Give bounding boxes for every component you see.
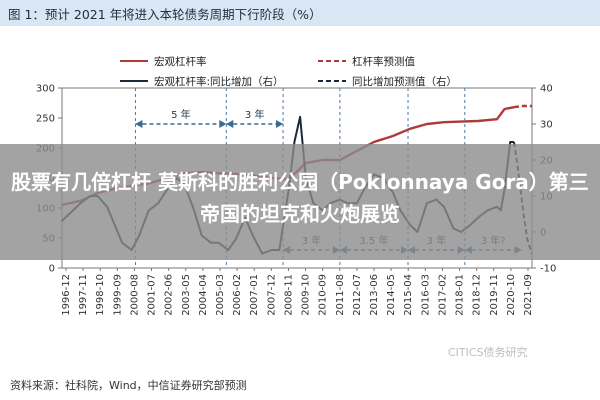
x-tick-label: 2006-02 — [232, 274, 243, 316]
caption-overlay: 股票有几倍杠杆 莫斯科的胜利公园（Poklonnaya Gora）第三帝国的坦克… — [0, 144, 600, 260]
watermark: CITICS债务研究 — [448, 346, 528, 359]
x-tick-label: 2003-05 — [181, 274, 192, 316]
x-tick-label: 2007-12 — [266, 274, 277, 316]
y-left-tick-label: 0 — [49, 264, 55, 275]
y-right-tick-label: 40 — [540, 84, 553, 95]
overlay-caption: 股票有几倍杠杆 莫斯科的胜利公园（Poklonnaya Gora）第三帝国的坦克… — [11, 170, 589, 226]
legend-label-1: 杠杆率预测值 — [352, 55, 415, 68]
cycle-label: 5 年 — [171, 108, 191, 121]
x-tick-label: 2020-10 — [506, 274, 517, 316]
x-tick-label: 2001-07 — [147, 274, 158, 316]
x-tick-label: 2004-04 — [198, 274, 209, 316]
x-tick-label: 2021-09 — [523, 274, 534, 316]
y-right-tick-label: 30 — [540, 120, 553, 131]
x-tick-label: 2009-10 — [301, 274, 312, 316]
x-tick-label: 1997-11 — [78, 274, 89, 316]
cycle-arrowhead-right — [219, 120, 227, 128]
cycle-arrowhead-left — [226, 120, 234, 128]
x-tick-label: 1998-10 — [95, 274, 106, 316]
figure-title: 图 1：预计 2021 年将进入本轮债务周期下行阶段（%） — [8, 7, 322, 22]
legend-label-3: 同比增加预测值（右） — [352, 75, 457, 88]
x-tick-label: 2018-12 — [472, 274, 483, 316]
x-tick-label: 2015-04 — [403, 274, 414, 316]
cycle-arrowhead-left — [135, 120, 143, 128]
x-tick-label: 2002-06 — [164, 274, 175, 316]
x-tick-label: 2008-11 — [283, 274, 294, 316]
x-tick-label: 2011-08 — [335, 274, 346, 316]
x-tick-label: 2000-08 — [129, 274, 140, 316]
y-left-tick-label: 300 — [36, 84, 55, 95]
x-tick-label: 2014-05 — [386, 274, 397, 316]
x-tick-label: 2019-11 — [489, 274, 500, 316]
title-bar: 图 1：预计 2021 年将进入本轮债务周期下行阶段（%） — [0, 0, 600, 26]
series-line-1 — [513, 104, 532, 109]
x-tick-label: 2012-07 — [352, 274, 363, 316]
x-tick-label: 2017-02 — [437, 274, 448, 316]
x-tick-label: 2010-09 — [318, 274, 329, 316]
legend-label-0: 宏观杠杆率 — [154, 55, 207, 68]
y-left-tick-label: 250 — [36, 114, 55, 125]
legend-label-2: 宏观杠杆率:同比增加（右） — [154, 75, 284, 88]
source-note: 资料来源：社科院，Wind，中信证券研究部预测 — [10, 379, 247, 392]
x-tick-label: 2005-03 — [215, 274, 226, 316]
y-right-tick-label: -10 — [540, 264, 556, 275]
x-tick-label: 1996-12 — [61, 274, 72, 316]
x-tick-label: 1999-09 — [112, 274, 123, 316]
x-tick-label: 2018-01 — [455, 274, 466, 316]
x-tick-label: 2007-01 — [249, 274, 260, 316]
x-tick-label: 2013-06 — [369, 274, 380, 316]
cycle-label: 3 年 — [245, 108, 265, 121]
x-tick-label: 2016-03 — [420, 274, 431, 316]
cycle-arrowhead-right — [276, 120, 284, 128]
